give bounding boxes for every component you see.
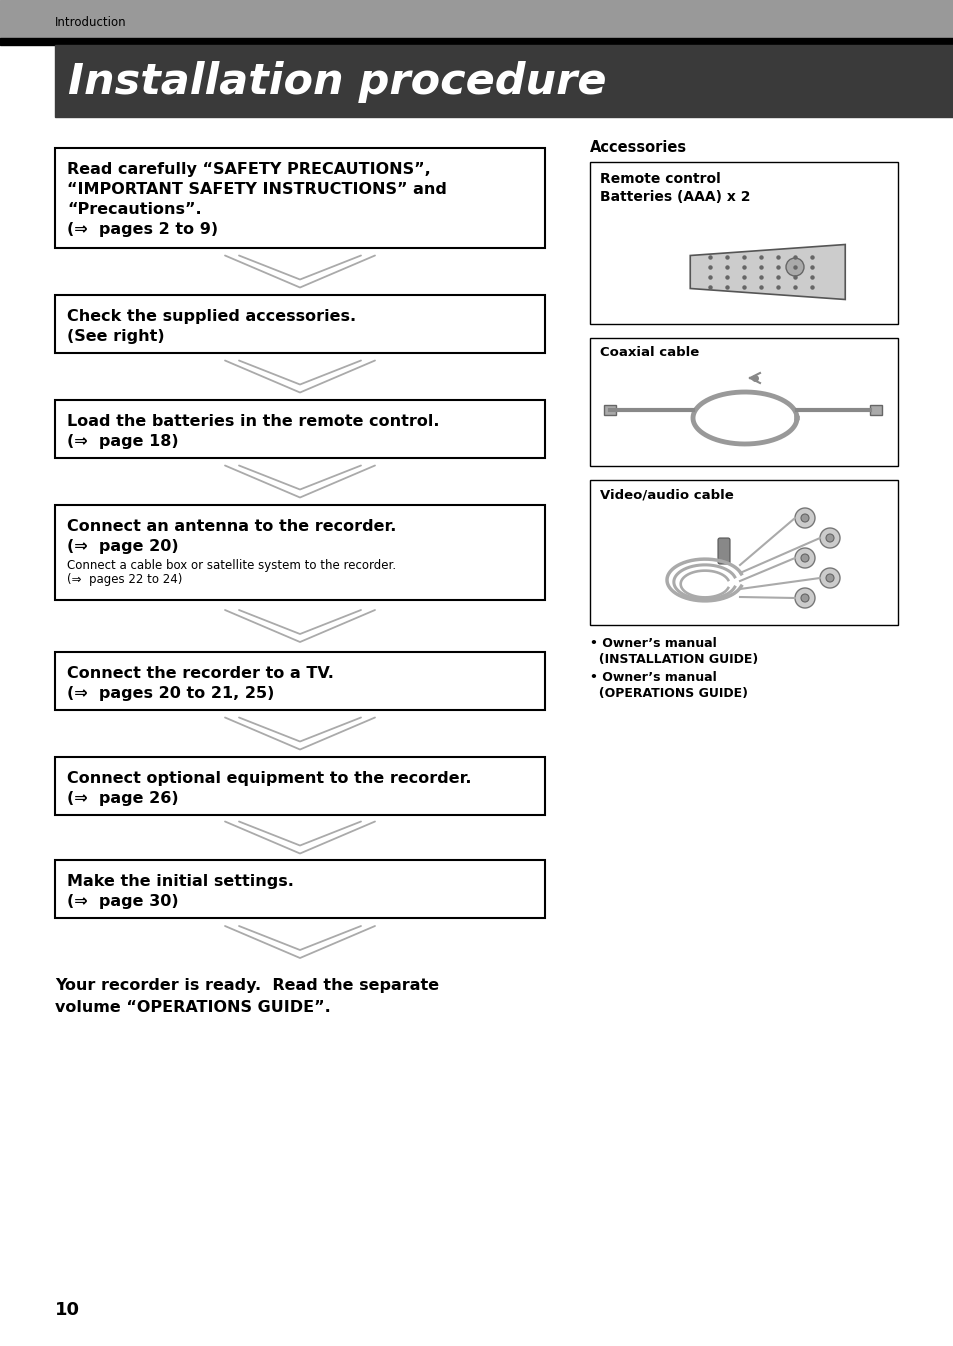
Text: • Owner’s manual: • Owner’s manual bbox=[589, 637, 716, 650]
Text: Load the batteries in the remote control.: Load the batteries in the remote control… bbox=[67, 415, 439, 429]
Text: (⇒  page 30): (⇒ page 30) bbox=[67, 894, 178, 909]
Bar bbox=[55, 400, 544, 458]
Text: “Precautions”.: “Precautions”. bbox=[67, 202, 201, 217]
Text: (⇒  pages 22 to 24): (⇒ pages 22 to 24) bbox=[67, 573, 182, 586]
Circle shape bbox=[801, 514, 808, 522]
Bar bbox=[55, 756, 544, 814]
Circle shape bbox=[820, 528, 840, 548]
Text: (⇒  page 26): (⇒ page 26) bbox=[67, 791, 178, 806]
Text: Introduction: Introduction bbox=[55, 16, 127, 30]
Text: Installation procedure: Installation procedure bbox=[68, 61, 606, 104]
Text: (⇒  pages 20 to 21, 25): (⇒ pages 20 to 21, 25) bbox=[67, 686, 274, 701]
Text: Connect a cable box or satellite system to the recorder.: Connect a cable box or satellite system … bbox=[67, 559, 395, 572]
Bar bbox=[589, 162, 897, 324]
Circle shape bbox=[801, 555, 808, 563]
Text: Connect the recorder to a TV.: Connect the recorder to a TV. bbox=[67, 666, 334, 681]
Circle shape bbox=[825, 573, 833, 581]
Circle shape bbox=[820, 568, 840, 588]
Text: Remote control: Remote control bbox=[599, 172, 720, 186]
FancyBboxPatch shape bbox=[718, 538, 729, 564]
Text: Coaxial cable: Coaxial cable bbox=[599, 346, 699, 359]
Bar bbox=[55, 295, 544, 353]
Text: Video/audio cable: Video/audio cable bbox=[599, 489, 733, 501]
Text: (⇒  page 18): (⇒ page 18) bbox=[67, 433, 178, 450]
Text: (OPERATIONS GUIDE): (OPERATIONS GUIDE) bbox=[589, 686, 747, 700]
Bar bbox=[55, 651, 544, 709]
Bar bbox=[55, 148, 544, 248]
Text: “IMPORTANT SAFETY INSTRUCTIONS” and: “IMPORTANT SAFETY INSTRUCTIONS” and bbox=[67, 182, 446, 197]
Bar bbox=[589, 338, 897, 466]
Text: (⇒  pages 2 to 9): (⇒ pages 2 to 9) bbox=[67, 222, 218, 237]
Text: Make the initial settings.: Make the initial settings. bbox=[67, 874, 294, 888]
Bar bbox=[0, 0, 953, 38]
Text: (See right): (See right) bbox=[67, 328, 165, 345]
Polygon shape bbox=[690, 245, 844, 300]
Text: (⇒  page 20): (⇒ page 20) bbox=[67, 538, 178, 555]
Text: Check the supplied accessories.: Check the supplied accessories. bbox=[67, 310, 355, 324]
Bar bbox=[55, 860, 544, 918]
Circle shape bbox=[785, 258, 803, 276]
Text: Connect optional equipment to the recorder.: Connect optional equipment to the record… bbox=[67, 771, 471, 786]
Text: Accessories: Accessories bbox=[589, 140, 686, 155]
Text: (INSTALLATION GUIDE): (INSTALLATION GUIDE) bbox=[589, 653, 758, 666]
Text: Connect an antenna to the recorder.: Connect an antenna to the recorder. bbox=[67, 520, 395, 534]
Bar bbox=[55, 44, 953, 117]
Text: 10: 10 bbox=[55, 1302, 80, 1319]
Text: Batteries (AAA) x 2: Batteries (AAA) x 2 bbox=[599, 190, 750, 205]
Text: Your recorder is ready.  Read the separate: Your recorder is ready. Read the separat… bbox=[55, 979, 438, 993]
Bar bbox=[589, 481, 897, 625]
Text: • Owner’s manual: • Owner’s manual bbox=[589, 672, 716, 684]
Circle shape bbox=[801, 594, 808, 602]
Bar bbox=[55, 505, 544, 600]
Bar bbox=[869, 405, 882, 415]
Text: volume “OPERATIONS GUIDE”.: volume “OPERATIONS GUIDE”. bbox=[55, 1000, 331, 1015]
Text: Read carefully “SAFETY PRECAUTIONS”,: Read carefully “SAFETY PRECAUTIONS”, bbox=[67, 162, 431, 178]
Circle shape bbox=[794, 507, 814, 528]
Bar bbox=[0, 38, 953, 44]
Bar bbox=[603, 405, 616, 415]
Circle shape bbox=[794, 548, 814, 568]
Circle shape bbox=[825, 534, 833, 542]
Circle shape bbox=[794, 588, 814, 608]
